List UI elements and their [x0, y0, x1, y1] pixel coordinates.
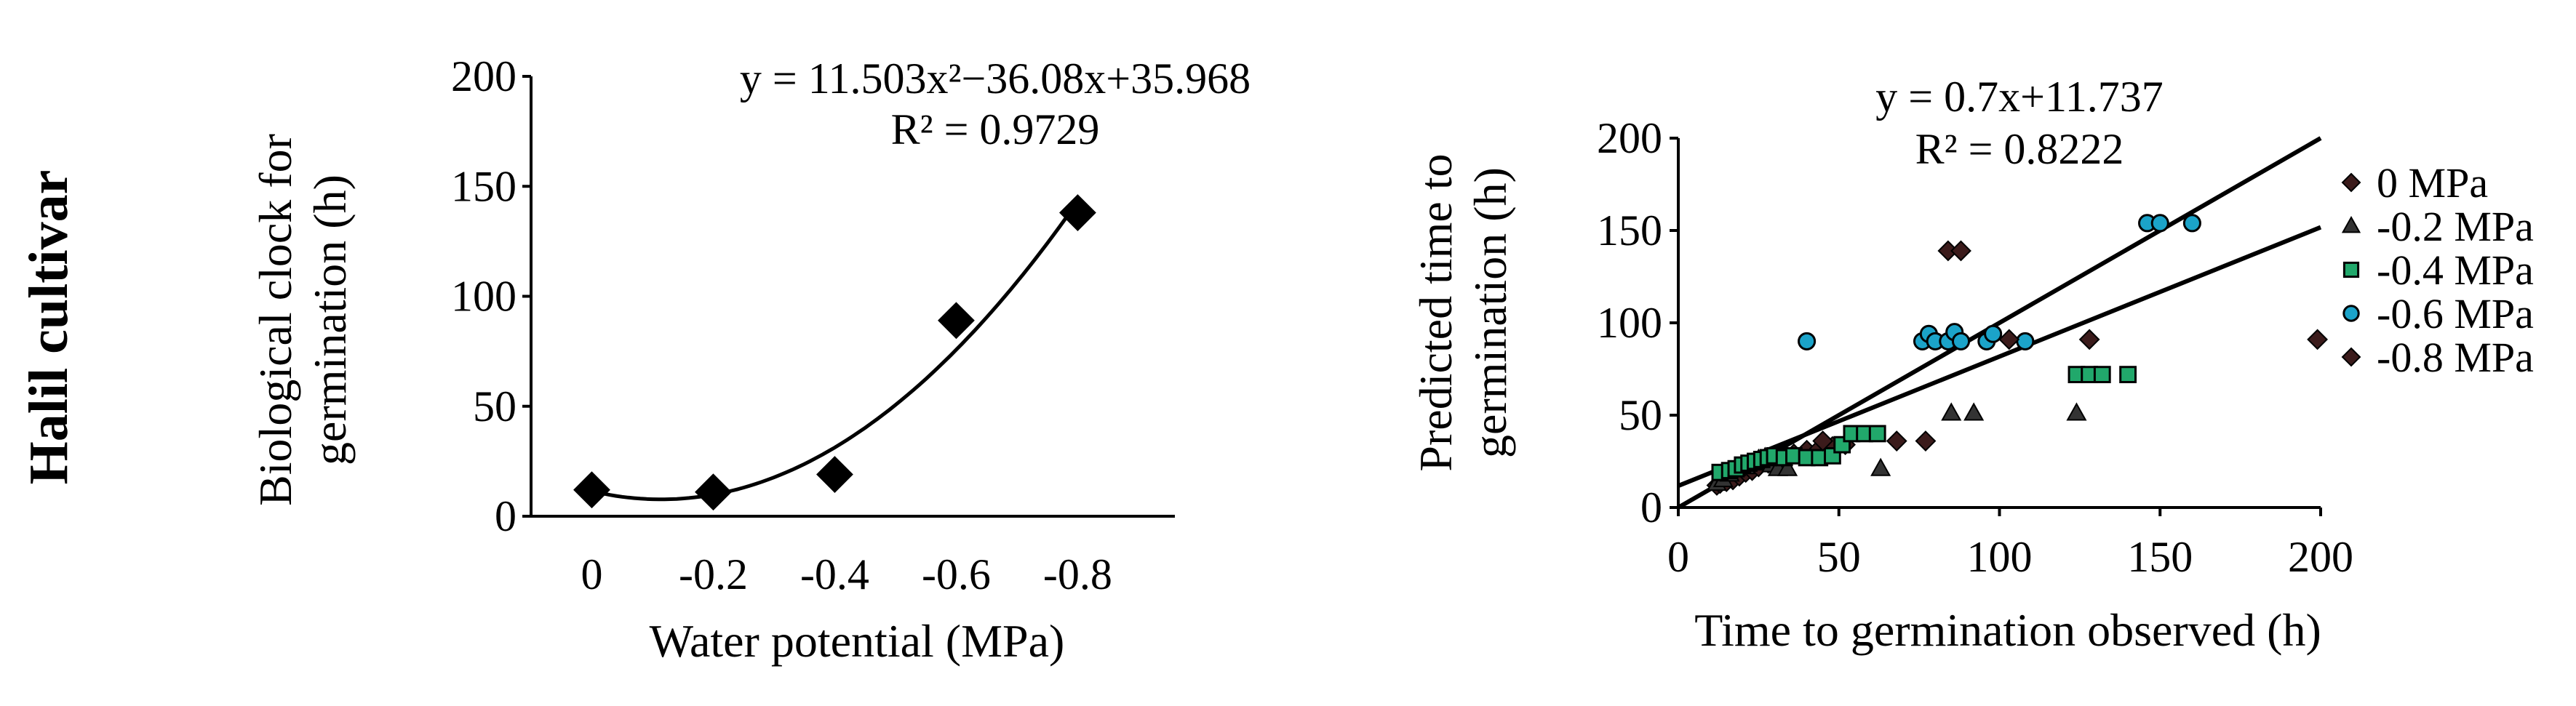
- data-point: [573, 471, 610, 509]
- data-point: [1812, 430, 1834, 452]
- legend-marker: [2342, 305, 2360, 322]
- trend-equation: y = 11.503x²−36.08x+35.968: [740, 55, 1251, 103]
- r-squared: R² = 0.8222: [1915, 125, 2124, 173]
- legend-item: -0.2 MPa: [2341, 203, 2534, 250]
- y-axis-title-line2: germination (h): [1464, 167, 1516, 458]
- one-to-one-line: [1677, 136, 2322, 510]
- y-tick-label: 100: [1597, 299, 1662, 347]
- y-tick-label: 50: [473, 382, 517, 430]
- legend-item: 0 MPa: [2341, 159, 2488, 206]
- y-axis-title: Predicted time to germination (h): [1410, 153, 1516, 471]
- x-tick-labels: 0 50 100 150 200: [1667, 508, 2353, 581]
- x-axis-title: Water potential (MPa): [650, 615, 1065, 667]
- data-point: [816, 456, 853, 493]
- data-point: [1950, 240, 1971, 262]
- y-tick-label: 150: [451, 162, 517, 210]
- legend-label: -0.6 MPa: [2377, 290, 2534, 337]
- fit-equation: y = 0.7x+11.737: [1875, 73, 2163, 121]
- y-tick-labels: 0 50 100 150 200: [451, 52, 531, 540]
- x-tick-label: 0: [1667, 533, 1689, 581]
- legend-marker: [2342, 261, 2360, 278]
- x-tick-label: 50: [1817, 533, 1861, 581]
- data-point: [695, 473, 732, 511]
- legend-item: -0.8 MPa: [2341, 334, 2534, 381]
- legend-label: 0 MPa: [2377, 159, 2488, 206]
- data-points: [573, 194, 1096, 511]
- legend: 0 MPa-0.2 MPa-0.4 MPa-0.6 MPa-0.8 MPa: [2341, 159, 2534, 381]
- y-axis-title-line2: germination (h): [304, 175, 356, 465]
- y-tick-label: 100: [451, 273, 517, 321]
- data-point: [1798, 332, 1817, 350]
- data-point: [1963, 402, 1985, 421]
- y-tick-label: 0: [1640, 484, 1662, 531]
- data-point: [1984, 324, 2003, 343]
- side-label: Halil cultivar: [18, 170, 79, 485]
- x-tick-label: 100: [1967, 533, 2033, 581]
- chart-biological-clock: Biological clock for germination (h) 0 50…: [250, 52, 1251, 667]
- data-point: [1777, 457, 1798, 476]
- x-tick-label: -0.6: [922, 550, 991, 598]
- x-tick-label: 150: [2127, 533, 2193, 581]
- data-point: [2016, 332, 2035, 350]
- y-axis-title-line1: Predicted time to: [1410, 153, 1462, 471]
- y-axis-title: Biological clock for germination (h): [250, 134, 356, 506]
- legend-label: -0.4 MPa: [2377, 246, 2534, 294]
- legend-marker: [2341, 215, 2361, 233]
- data-point: [1059, 194, 1096, 231]
- x-tick-label: 200: [2288, 533, 2353, 581]
- y-tick-label: 200: [1597, 114, 1662, 162]
- data-point: [2066, 402, 2087, 421]
- legend-marker: [2341, 172, 2361, 193]
- legend-marker: [2341, 347, 2361, 367]
- data-point: [1915, 430, 1937, 452]
- r-squared: R² = 0.9729: [891, 105, 1100, 153]
- y-tick-label: 150: [1597, 206, 1662, 254]
- legend-label: -0.2 MPa: [2377, 203, 2534, 250]
- y-tick-labels: 0 50 100 150 200: [1597, 114, 1678, 531]
- x-tick-label: 0: [581, 550, 602, 598]
- data-point: [2078, 329, 2100, 350]
- data-point: [1951, 332, 1971, 350]
- y-tick-label: 200: [451, 52, 517, 100]
- data-points: [1706, 214, 2328, 496]
- y-tick-label: 0: [495, 492, 517, 540]
- chart-predicted-vs-observed: Predicted time to germination (h) 0 50 100…: [1410, 73, 2534, 656]
- data-point: [1998, 329, 2020, 350]
- data-point: [2150, 214, 2169, 233]
- data-point: [2182, 214, 2201, 233]
- data-point: [938, 302, 975, 340]
- x-tick-label: -0.8: [1043, 550, 1112, 598]
- x-axis-title: Time to germination observed (h): [1694, 604, 2321, 656]
- data-point: [2093, 366, 2111, 384]
- y-axis-title-line1: Biological clock for: [250, 134, 301, 506]
- data-point: [2119, 366, 2137, 384]
- trendline: [591, 200, 1080, 502]
- data-point: [1870, 457, 1891, 476]
- legend-item: -0.4 MPa: [2342, 246, 2534, 294]
- reference-lines: [1677, 136, 2322, 510]
- y-tick-label: 50: [1619, 391, 1662, 439]
- legend-label: -0.8 MPa: [2377, 334, 2534, 381]
- x-tick-label: -0.4: [800, 550, 869, 598]
- fit-line: [1677, 225, 2322, 488]
- x-tick-label: -0.2: [679, 550, 748, 598]
- x-tick-labels: 0 -0.2 -0.4 -0.6 -0.8: [581, 550, 1112, 598]
- data-point: [1868, 425, 1886, 443]
- legend-item: -0.6 MPa: [2342, 290, 2534, 337]
- data-point: [2307, 329, 2328, 350]
- data-point: [1886, 430, 1907, 452]
- data-point: [1941, 402, 1962, 421]
